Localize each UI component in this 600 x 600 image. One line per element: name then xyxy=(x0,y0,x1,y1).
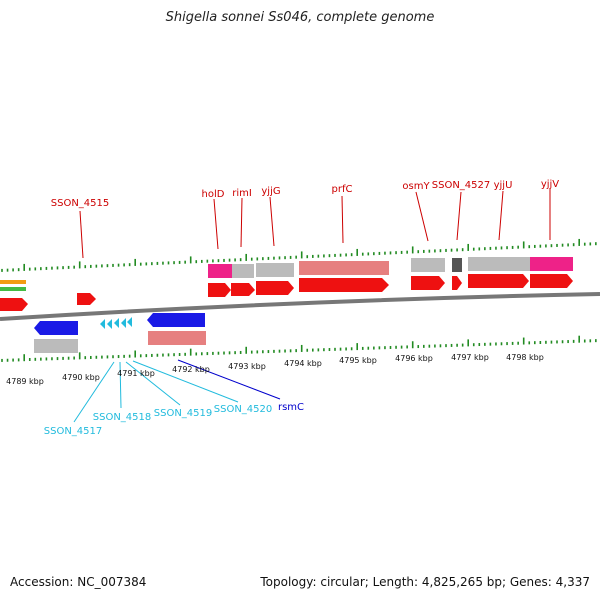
label-leader xyxy=(456,191,462,241)
label-leader xyxy=(73,361,115,423)
forward-cds-arrow[interactable] xyxy=(208,283,231,297)
label-leader xyxy=(415,191,429,242)
reverse-cds-arrow[interactable] xyxy=(114,318,119,328)
gene-label[interactable]: rimI xyxy=(232,188,252,199)
kbp-label: 4791 kbp xyxy=(117,369,155,378)
gene-feature[interactable] xyxy=(208,264,232,278)
forward-cds-arrow[interactable] xyxy=(468,274,529,288)
kbp-label: 4796 kbp xyxy=(395,354,433,363)
gene-label[interactable]: SSON_4518 xyxy=(93,412,152,423)
accession-text: Accession: NC_007384 xyxy=(10,575,147,589)
kbp-label: 4795 kbp xyxy=(339,356,377,365)
forward-cds-row xyxy=(0,274,573,311)
label-leader xyxy=(240,197,243,248)
gene-label[interactable]: yjjU xyxy=(494,180,513,191)
gene-label[interactable]: SSON_4517 xyxy=(44,426,103,437)
gene-feature[interactable] xyxy=(256,263,294,277)
kbp-label: 4790 kbp xyxy=(62,373,100,382)
forward-cds-arrow[interactable] xyxy=(530,274,573,288)
label-leader xyxy=(498,190,504,241)
forward-cds-arrow[interactable] xyxy=(231,283,255,296)
top-gene-labels: SSON_4515 holD rimI yjjG prfC osmY SSON_… xyxy=(51,179,559,259)
gene-feature[interactable] xyxy=(0,287,26,291)
gene-feature[interactable] xyxy=(34,339,78,353)
gene-feature[interactable] xyxy=(411,258,445,272)
forward-cds-arrow[interactable] xyxy=(452,276,462,290)
reverse-cds-arrow[interactable] xyxy=(34,321,78,335)
label-leader xyxy=(125,361,181,406)
reverse-gene-row xyxy=(34,331,206,353)
kbp-scale: 4789 kbp 4790 kbp 4791 kbp 4792 kbp 4793… xyxy=(6,353,544,386)
label-leader xyxy=(177,359,281,400)
label-leader xyxy=(79,210,84,259)
gene-label[interactable]: rsmC xyxy=(278,402,304,413)
gene-feature[interactable] xyxy=(148,331,206,345)
reverse-cds-arrow[interactable] xyxy=(121,318,126,328)
kbp-label: 4792 kbp xyxy=(172,365,210,374)
gene-label[interactable]: osmY xyxy=(402,181,430,192)
gene-feature[interactable] xyxy=(0,280,26,284)
kbp-label: 4793 kbp xyxy=(228,362,266,371)
gene-feature[interactable] xyxy=(468,257,530,271)
gene-feature[interactable] xyxy=(232,264,254,278)
kbp-label: 4794 kbp xyxy=(284,359,322,368)
bottom-tick-row xyxy=(1,335,597,362)
gene-label[interactable]: SSON_4515 xyxy=(51,198,110,209)
forward-cds-arrow[interactable] xyxy=(0,298,28,311)
top-tick-row xyxy=(1,238,597,272)
map-title: Shigella sonnei Ss046, complete genome xyxy=(165,10,435,25)
reverse-cds-arrow[interactable] xyxy=(100,319,105,329)
forward-cds-arrow[interactable] xyxy=(299,278,389,292)
kbp-label: 4798 kbp xyxy=(506,353,544,362)
kbp-label: 4797 kbp xyxy=(451,353,489,362)
genome-summary: Topology: circular; Length: 4,825,265 bp… xyxy=(260,575,590,589)
label-leader xyxy=(269,196,275,247)
label-leader xyxy=(132,360,239,403)
forward-gene-row xyxy=(0,257,573,291)
gene-label[interactable]: SSON_4519 xyxy=(154,408,213,419)
forward-cds-arrow[interactable] xyxy=(77,293,96,305)
gene-label[interactable]: holD xyxy=(202,189,225,200)
gene-label[interactable]: prfC xyxy=(332,184,353,195)
reverse-cds-row xyxy=(34,313,205,335)
gene-label[interactable]: SSON_4527 xyxy=(432,180,491,191)
forward-cds-arrow[interactable] xyxy=(411,276,445,290)
label-leader xyxy=(213,198,219,250)
gene-label[interactable]: SSON_4520 xyxy=(214,404,273,415)
gene-feature[interactable] xyxy=(530,257,573,271)
gene-label[interactable]: yjjV xyxy=(541,179,559,190)
label-leader xyxy=(341,195,344,244)
kbp-label: 4789 kbp xyxy=(6,377,44,386)
bottom-gene-labels: SSON_4517 SSON_4518 SSON_4519 SSON_4520 … xyxy=(44,359,304,437)
reverse-cds-arrow[interactable] xyxy=(127,317,132,327)
gene-feature[interactable] xyxy=(299,261,389,275)
gene-label[interactable]: yjjG xyxy=(261,186,280,197)
forward-cds-arrow[interactable] xyxy=(256,281,294,295)
label-leader xyxy=(119,361,122,409)
genome-backbone xyxy=(0,292,600,321)
reverse-cds-arrow[interactable] xyxy=(107,319,112,329)
gene-feature[interactable] xyxy=(452,258,462,272)
reverse-cds-arrow[interactable] xyxy=(147,313,205,327)
